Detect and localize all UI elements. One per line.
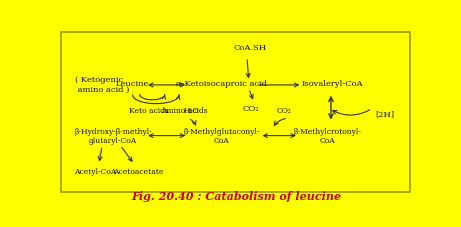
Text: Isovaleryl-CoA: Isovaleryl-CoA (302, 80, 364, 88)
Text: Acetyl-CoA: Acetyl-CoA (74, 168, 116, 176)
Text: Keto acids: Keto acids (129, 107, 169, 115)
Text: Acetoacetate: Acetoacetate (113, 168, 163, 176)
Text: α-Ketoisocaproic acid: α-Ketoisocaproic acid (177, 80, 267, 88)
Text: Fig. 20.40 : Catabolism of leucine: Fig. 20.40 : Catabolism of leucine (131, 191, 341, 202)
Text: CoA.SH: CoA.SH (234, 44, 267, 52)
Text: β-Hydroxy-β-methyl-: β-Hydroxy-β-methyl- (74, 128, 152, 136)
Text: [2H]: [2H] (376, 111, 395, 119)
Text: β-Methylcrotonyl-: β-Methylcrotonyl- (294, 128, 361, 136)
Text: CO₂: CO₂ (277, 107, 292, 115)
Text: amino acid ): amino acid ) (76, 86, 130, 94)
Text: ( Ketogenic: ( Ketogenic (76, 76, 124, 84)
Text: β-Methylglutaconyl-: β-Methylglutaconyl- (184, 128, 260, 136)
Text: CoA: CoA (214, 137, 230, 145)
Text: Amino acids: Amino acids (161, 107, 208, 115)
FancyBboxPatch shape (61, 32, 409, 192)
Text: CO₂: CO₂ (242, 105, 259, 114)
Text: glutaryl-CoA: glutaryl-CoA (89, 137, 137, 145)
Text: Leucine: Leucine (116, 80, 149, 88)
Text: CoA: CoA (319, 137, 335, 145)
Text: H₂O: H₂O (184, 107, 200, 115)
